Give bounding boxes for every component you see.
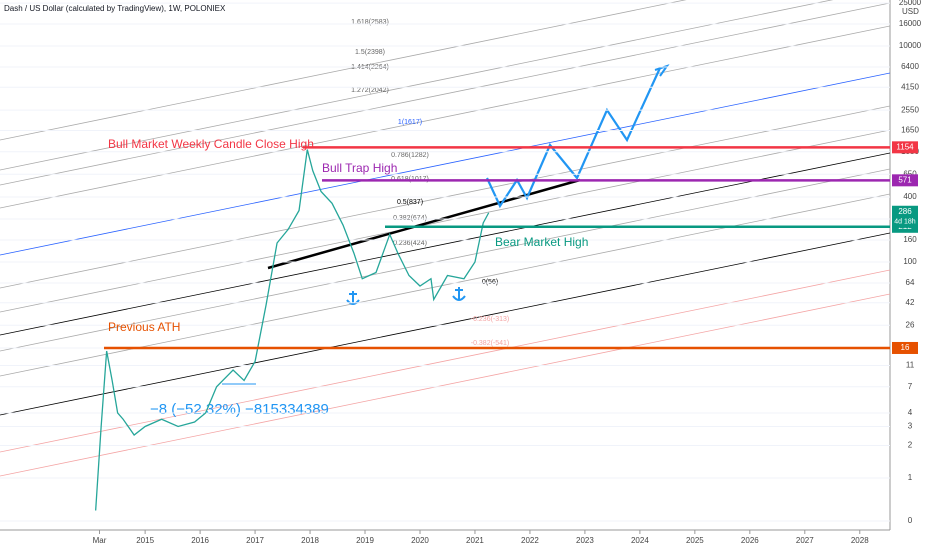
x-tick-label: 2015 bbox=[136, 536, 154, 545]
x-tick-label: 2024 bbox=[631, 536, 649, 545]
fib-line bbox=[0, 2, 891, 186]
fib-line bbox=[0, 72, 891, 256]
fib-line bbox=[0, 0, 834, 171]
x-tick-label: 2020 bbox=[411, 536, 429, 545]
fib-label: 1.272(2042) bbox=[351, 87, 389, 94]
fib-line bbox=[0, 269, 891, 453]
y-tick-label: 64 bbox=[906, 278, 915, 287]
x-tick-label: 2027 bbox=[796, 536, 814, 545]
fib-label: 0.5(837) bbox=[397, 199, 423, 206]
y-tick-label: 26 bbox=[906, 320, 915, 329]
fib-label: 1.618(2583) bbox=[351, 19, 389, 26]
price-tag bbox=[892, 174, 918, 187]
level-name: Bull Trap High bbox=[322, 161, 397, 175]
x-tick-label: 2025 bbox=[686, 536, 704, 545]
y-tick-label: 400 bbox=[903, 192, 917, 201]
y-tick-label: 160 bbox=[903, 235, 917, 244]
fib-label: 0.236(424) bbox=[393, 240, 427, 247]
chart-title: Dash / US Dollar (calculated by TradingV… bbox=[4, 4, 226, 13]
x-tick-label: 2018 bbox=[301, 536, 319, 545]
fib-label: 0.786(1282) bbox=[391, 152, 429, 159]
fib-line bbox=[0, 129, 891, 313]
y-tick-label: 1 bbox=[908, 473, 913, 482]
x-tick-label: 2026 bbox=[741, 536, 759, 545]
price-line bbox=[95, 149, 490, 511]
y-tick-label: 650 bbox=[903, 169, 917, 178]
fib-label: 1(1617) bbox=[398, 119, 422, 126]
y-tick-label: 0 bbox=[908, 516, 913, 525]
fib-label: 0.382(674) bbox=[393, 215, 427, 222]
y-tick-label: 100 bbox=[903, 257, 917, 266]
y-tick-label: 4 bbox=[908, 408, 913, 417]
price-tag-label: 1154 bbox=[896, 142, 914, 151]
y-tick-label: 7 bbox=[908, 382, 913, 391]
y-tick-label: 11 bbox=[906, 361, 915, 370]
fib-label: -0.382(-541) bbox=[471, 340, 510, 347]
y-tick-label: 6400 bbox=[901, 62, 919, 71]
price-tag bbox=[892, 341, 918, 354]
anchor-icons bbox=[346, 287, 466, 305]
fib-label: 1.5(2398) bbox=[355, 49, 385, 56]
y-tick-label: 25000 bbox=[899, 0, 922, 7]
projection-arrow bbox=[654, 64, 670, 77]
x-tick-label: 2028 bbox=[851, 536, 869, 545]
current-price-tag bbox=[892, 205, 918, 228]
y-tick-label: 4150 bbox=[901, 82, 919, 91]
fib-label: 0(56) bbox=[482, 279, 498, 286]
y-axis-unit: USD bbox=[902, 7, 919, 16]
level-name: Bear Market High bbox=[495, 235, 588, 249]
measure-label: −8 (−52.32%) −815334389 bbox=[150, 401, 329, 418]
level-name: Bull Market Weekly Candle Close High bbox=[108, 137, 314, 151]
x-tick-label: 2022 bbox=[521, 536, 539, 545]
x-tick-label: 2016 bbox=[191, 536, 209, 545]
level-name: Previous ATH bbox=[108, 320, 180, 334]
y-tick-label: 3 bbox=[908, 422, 913, 431]
price-tag bbox=[892, 141, 918, 154]
x-tick-label: 2019 bbox=[356, 536, 374, 545]
x-tick-label: Mar bbox=[93, 536, 107, 545]
x-tick-label: 2023 bbox=[576, 536, 594, 545]
y-tick-label: 10000 bbox=[899, 41, 922, 50]
x-tick-label: 2021 bbox=[466, 536, 484, 545]
price-tag-label: 16 bbox=[901, 343, 910, 352]
y-tick-label: 2 bbox=[908, 441, 913, 450]
current-price-label: 286 bbox=[898, 207, 912, 216]
fib-line bbox=[0, 152, 891, 336]
fib-label: -0.236(-313) bbox=[471, 316, 510, 323]
fib-line bbox=[0, 25, 891, 209]
countdown-label: 4d 18h bbox=[894, 219, 916, 226]
fib-line bbox=[0, 193, 891, 377]
y-tick-label: 2550 bbox=[901, 105, 919, 114]
price-tag-label: 571 bbox=[898, 175, 912, 184]
x-tick-label: 2017 bbox=[246, 536, 264, 545]
y-tick-label: 16000 bbox=[899, 19, 922, 28]
y-tick-label: 1650 bbox=[901, 126, 919, 135]
fib-line bbox=[0, 232, 891, 416]
fib-line bbox=[0, 168, 891, 352]
y-tick-label: 42 bbox=[906, 298, 915, 307]
